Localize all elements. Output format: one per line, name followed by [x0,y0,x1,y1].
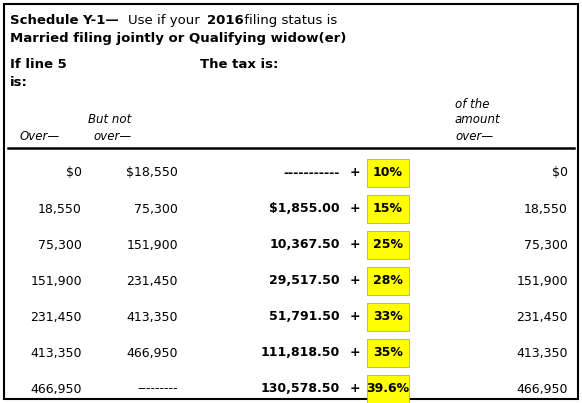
Text: is:: is: [10,76,28,89]
Text: of the: of the [455,98,489,111]
Text: 33%: 33% [373,310,403,324]
Text: Use if your: Use if your [128,14,204,27]
Text: +: + [350,239,361,251]
Text: +: + [350,382,361,395]
Text: 231,450: 231,450 [30,310,82,324]
Text: 111,818.50: 111,818.50 [261,347,340,359]
Text: 413,350: 413,350 [126,310,178,324]
Text: 466,950: 466,950 [126,347,178,359]
Text: over—: over— [455,130,493,143]
Bar [367,375,409,403]
Text: $0: $0 [552,166,568,179]
Bar [367,231,409,259]
Text: 413,350: 413,350 [30,347,82,359]
Text: 10,367.50: 10,367.50 [269,239,340,251]
Text: 130,578.50: 130,578.50 [261,382,340,395]
Text: 2016: 2016 [207,14,244,27]
Text: 151,900: 151,900 [516,274,568,287]
Text: 25%: 25% [373,239,403,251]
Text: 18,550: 18,550 [38,202,82,216]
Text: $1,855.00: $1,855.00 [269,202,340,216]
Text: 28%: 28% [373,274,403,287]
Text: -----------: ----------- [283,166,340,179]
Bar [367,339,409,367]
Text: 413,350: 413,350 [516,347,568,359]
Text: amount: amount [455,113,501,126]
Text: 15%: 15% [373,202,403,216]
Text: 466,950: 466,950 [30,382,82,395]
Text: $0: $0 [66,166,82,179]
Text: 75,300: 75,300 [38,239,82,251]
Text: 466,950: 466,950 [516,382,568,395]
Text: 231,450: 231,450 [126,274,178,287]
Text: 18,550: 18,550 [524,202,568,216]
Text: 75,300: 75,300 [524,239,568,251]
Bar [367,267,409,295]
Text: Married filing jointly or Qualifying widow(er): Married filing jointly or Qualifying wid… [10,32,346,45]
Text: +: + [350,166,361,179]
Text: over—: over— [93,130,131,143]
Text: Schedule Y-1—: Schedule Y-1— [10,14,119,27]
Text: 29,517.50: 29,517.50 [269,274,340,287]
Text: +: + [350,347,361,359]
Text: Over—: Over— [20,130,60,143]
Text: +: + [350,202,361,216]
Bar [367,159,409,187]
Text: filing status is: filing status is [240,14,337,27]
Text: ---------: --------- [137,382,178,395]
Text: 75,300: 75,300 [134,202,178,216]
Text: 10%: 10% [373,166,403,179]
Text: +: + [350,310,361,324]
Text: 35%: 35% [373,347,403,359]
Text: 231,450: 231,450 [516,310,568,324]
Bar [367,195,409,223]
Text: 51,791.50: 51,791.50 [269,310,340,324]
Text: 151,900: 151,900 [30,274,82,287]
Text: $18,550: $18,550 [126,166,178,179]
Text: If line 5: If line 5 [10,58,67,71]
Text: But not: But not [88,113,132,126]
Text: 151,900: 151,900 [126,239,178,251]
Text: +: + [350,274,361,287]
Text: 39.6%: 39.6% [367,382,410,395]
Text: The tax is:: The tax is: [200,58,278,71]
Bar [367,303,409,331]
